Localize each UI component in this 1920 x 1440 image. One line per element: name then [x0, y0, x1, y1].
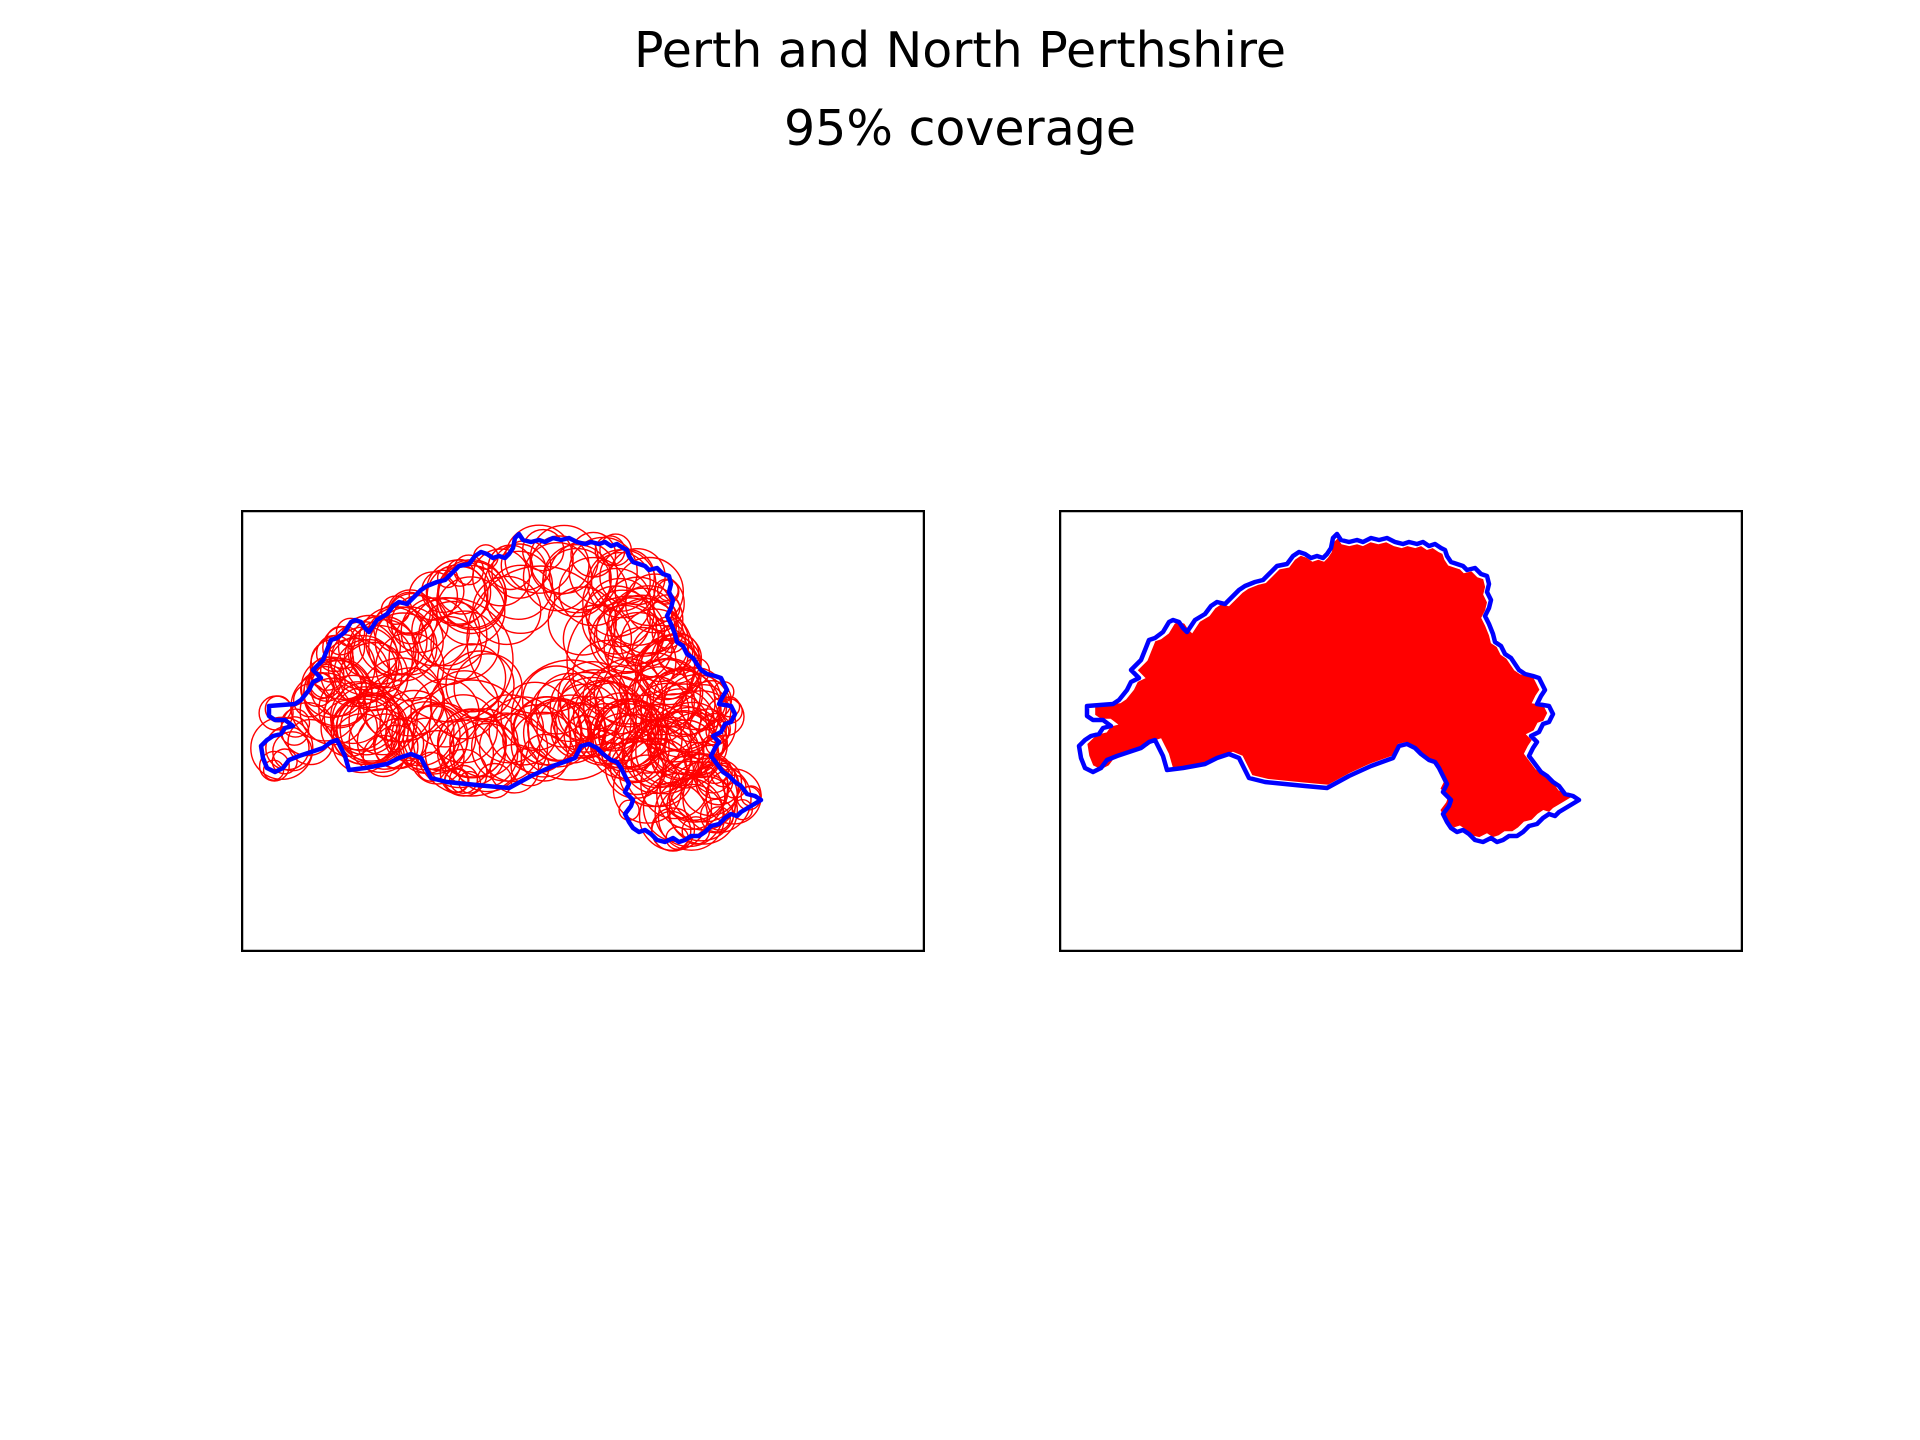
coverage-circle [412, 615, 483, 686]
axes-frame [1059, 510, 1743, 952]
coverage-circle [339, 694, 409, 764]
figure-title: Perth and North Perthshire [633, 22, 1287, 79]
coverage-circle [258, 750, 290, 782]
coverage-circle [271, 748, 298, 775]
coverage-circle [380, 595, 411, 625]
coverage-circle [650, 807, 696, 852]
coverage-circle [589, 604, 659, 675]
coverage-circle [572, 639, 642, 710]
coverage-circle [279, 716, 310, 746]
coverage-circle [529, 524, 599, 595]
circle-cover-panel [241, 510, 925, 952]
coverage-circle [645, 688, 715, 758]
coverage-circle [634, 639, 696, 701]
coverage-circle [418, 600, 488, 671]
coverage-circle [706, 806, 732, 831]
coverage-circle [348, 685, 418, 756]
coverage-circle [653, 578, 680, 605]
coverage-circle [486, 564, 556, 635]
coverage-circle [337, 614, 401, 678]
coverage-circle [585, 577, 655, 648]
figure-subtitle: 95% coverage [784, 100, 1136, 157]
coverage-circle [449, 764, 479, 794]
coverage-circle [379, 689, 449, 760]
coverage-circle [722, 774, 747, 799]
coverage-circle [547, 586, 617, 656]
coverage-circle [307, 663, 346, 702]
coverage-circle [581, 585, 651, 655]
filled-coverage-panel [1059, 510, 1743, 952]
coverage-circle [618, 737, 688, 808]
coverage-circle [452, 722, 523, 793]
coverage-circle [521, 528, 565, 572]
coverage-circle [649, 719, 720, 789]
coverage-circle [607, 626, 677, 697]
covered-area [1087, 538, 1573, 838]
coverage-circle [439, 748, 488, 797]
coverage-circle [691, 679, 733, 721]
coverage-circle [299, 677, 368, 746]
coverage-circle [604, 737, 667, 799]
coverage-circle [625, 666, 696, 736]
coverage-circle [633, 657, 704, 728]
coverage-circle [489, 743, 540, 794]
coverage-circle [551, 683, 621, 753]
coverage-circle [356, 713, 414, 770]
coverage-circle [689, 708, 728, 747]
coverage-circles [250, 524, 762, 852]
coverage-circle [400, 597, 470, 667]
coverage-circle [436, 709, 507, 779]
coverage-circle [666, 772, 736, 842]
coverage-circle [530, 678, 600, 748]
coverage-circle [640, 693, 711, 763]
coverage-circle [416, 751, 447, 782]
coverage-circle [562, 604, 633, 674]
coverage-circle [335, 617, 366, 648]
coverage-circle [614, 585, 684, 655]
coverage-circle [320, 699, 378, 757]
coverage-circle [563, 714, 606, 757]
region-boundary [258, 531, 764, 845]
coverage-circle [731, 799, 753, 821]
coverage-circle [582, 567, 652, 638]
coverage-circle [474, 694, 545, 764]
coverage-circle [333, 638, 403, 709]
coverage-circle [488, 696, 558, 766]
region-boundary [1076, 531, 1582, 845]
coverage-circle [453, 653, 523, 723]
coverage-circle [436, 564, 506, 635]
coverage-circle [472, 575, 542, 646]
coverage-circle [437, 560, 508, 631]
coverage-circle [318, 674, 388, 745]
coverage-circle [436, 643, 507, 713]
coverage-circle [631, 658, 702, 729]
coverage-circle [554, 695, 618, 759]
coverage-circle [402, 703, 469, 771]
coverage-circle [593, 698, 663, 768]
axes-frame [241, 510, 925, 952]
coverage-circle [649, 683, 719, 753]
coverage-circle [624, 573, 685, 634]
coverage-circle [436, 566, 459, 589]
coverage-circle [471, 712, 541, 782]
coverage-circle [491, 543, 547, 599]
